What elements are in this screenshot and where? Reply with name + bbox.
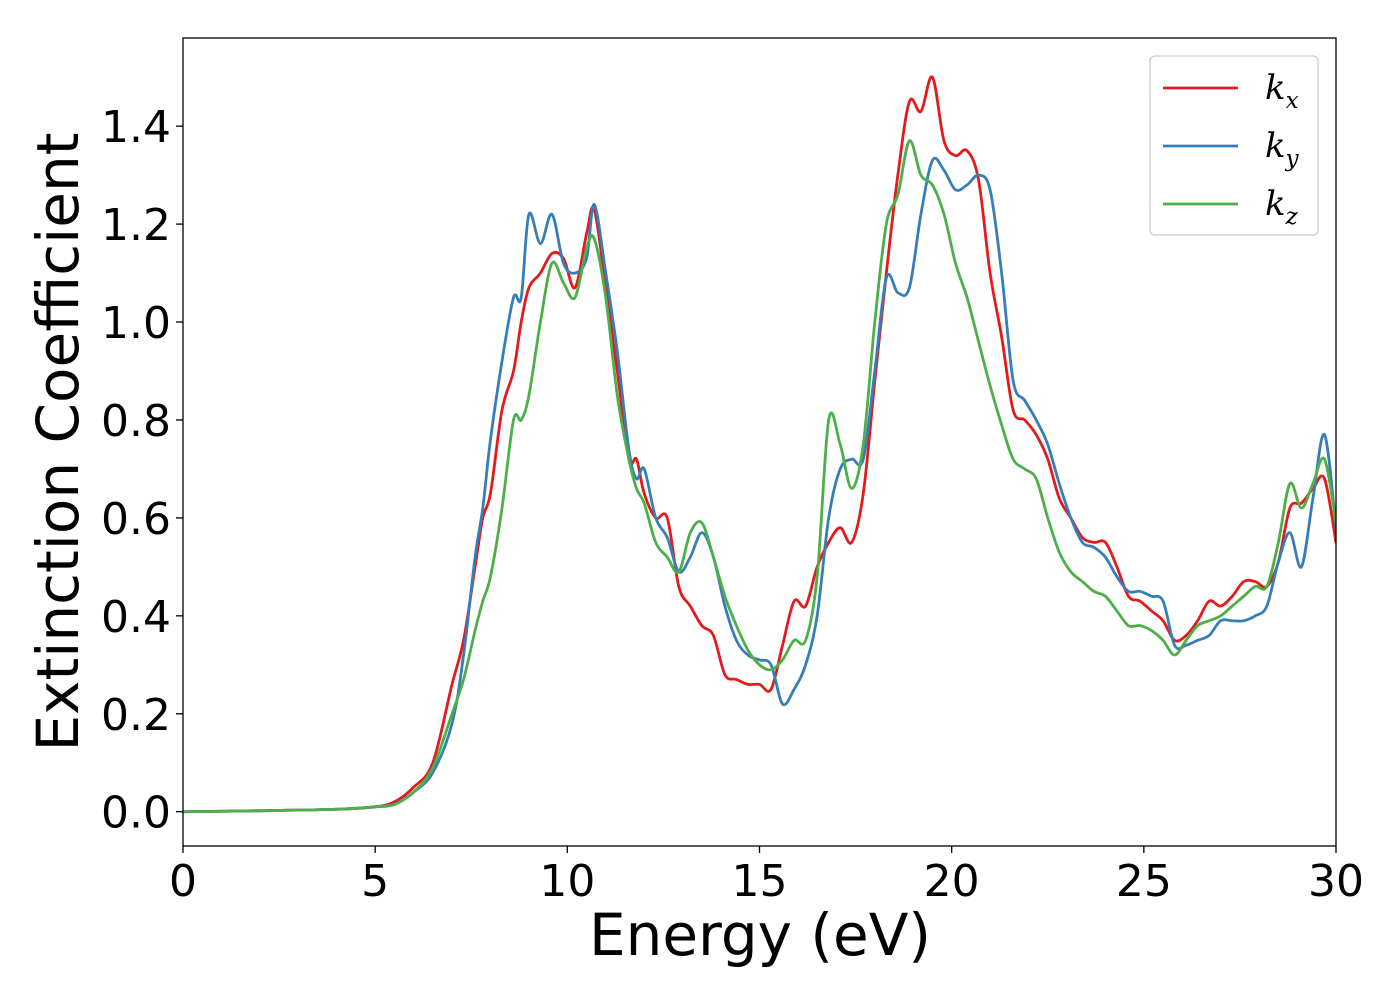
series-line-k-z (183, 139, 1336, 814)
y-tick-label: 1.4 (101, 102, 171, 153)
y-axis-title: Extinction Coefficient (24, 133, 92, 752)
series-line-k-x (183, 75, 1336, 814)
y-tick-label: 1.0 (101, 298, 171, 349)
x-tick-label: 0 (169, 856, 197, 907)
series-line-k-y (183, 156, 1336, 814)
x-tick-label: 20 (924, 856, 980, 907)
legend-entries: kx ky kz (1163, 68, 1300, 230)
x-axis-title: Energy (eV) (589, 901, 931, 969)
legend: kx ky kz (1149, 55, 1319, 236)
x-tick-label: 30 (1308, 856, 1364, 907)
y-tick-label: 0.4 (101, 592, 171, 643)
y-tick-label: 0.0 (101, 788, 171, 839)
x-tick-label: 25 (1116, 856, 1172, 907)
x-tick-label: 15 (732, 856, 788, 907)
y-tick-label: 0.6 (101, 494, 171, 545)
legend-label-x: kx (1265, 68, 1299, 114)
legend-label-z: kz (1265, 184, 1299, 230)
x-tick-label: 10 (539, 856, 595, 907)
x-tick-label: 5 (361, 856, 389, 907)
series-layer (183, 75, 1336, 814)
x-axis: 0 5 10 15 20 25 30 (169, 846, 1364, 907)
y-axis: 0.0 0.2 0.4 0.6 0.8 1.0 1.2 1.4 (101, 102, 183, 839)
y-tick-label: 0.8 (101, 396, 171, 447)
legend-label-y: ky (1265, 126, 1300, 172)
y-tick-label: 1.2 (101, 200, 171, 251)
y-tick-label: 0.2 (101, 690, 171, 741)
